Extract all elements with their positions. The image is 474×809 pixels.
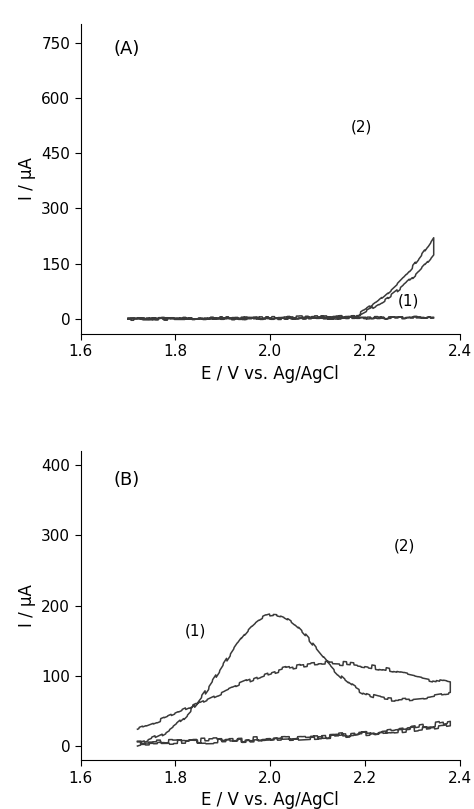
X-axis label: E / V vs. Ag/AgCl: E / V vs. Ag/AgCl bbox=[201, 365, 339, 383]
Text: (B): (B) bbox=[114, 471, 140, 489]
X-axis label: E / V vs. Ag/AgCl: E / V vs. Ag/AgCl bbox=[201, 791, 339, 809]
Text: (1): (1) bbox=[398, 294, 419, 309]
Text: (1): (1) bbox=[185, 623, 206, 638]
Y-axis label: I / μA: I / μA bbox=[18, 158, 36, 201]
Text: (A): (A) bbox=[114, 40, 140, 57]
Y-axis label: I / μA: I / μA bbox=[18, 584, 36, 627]
Text: (2): (2) bbox=[393, 539, 415, 554]
Text: (2): (2) bbox=[351, 119, 372, 134]
